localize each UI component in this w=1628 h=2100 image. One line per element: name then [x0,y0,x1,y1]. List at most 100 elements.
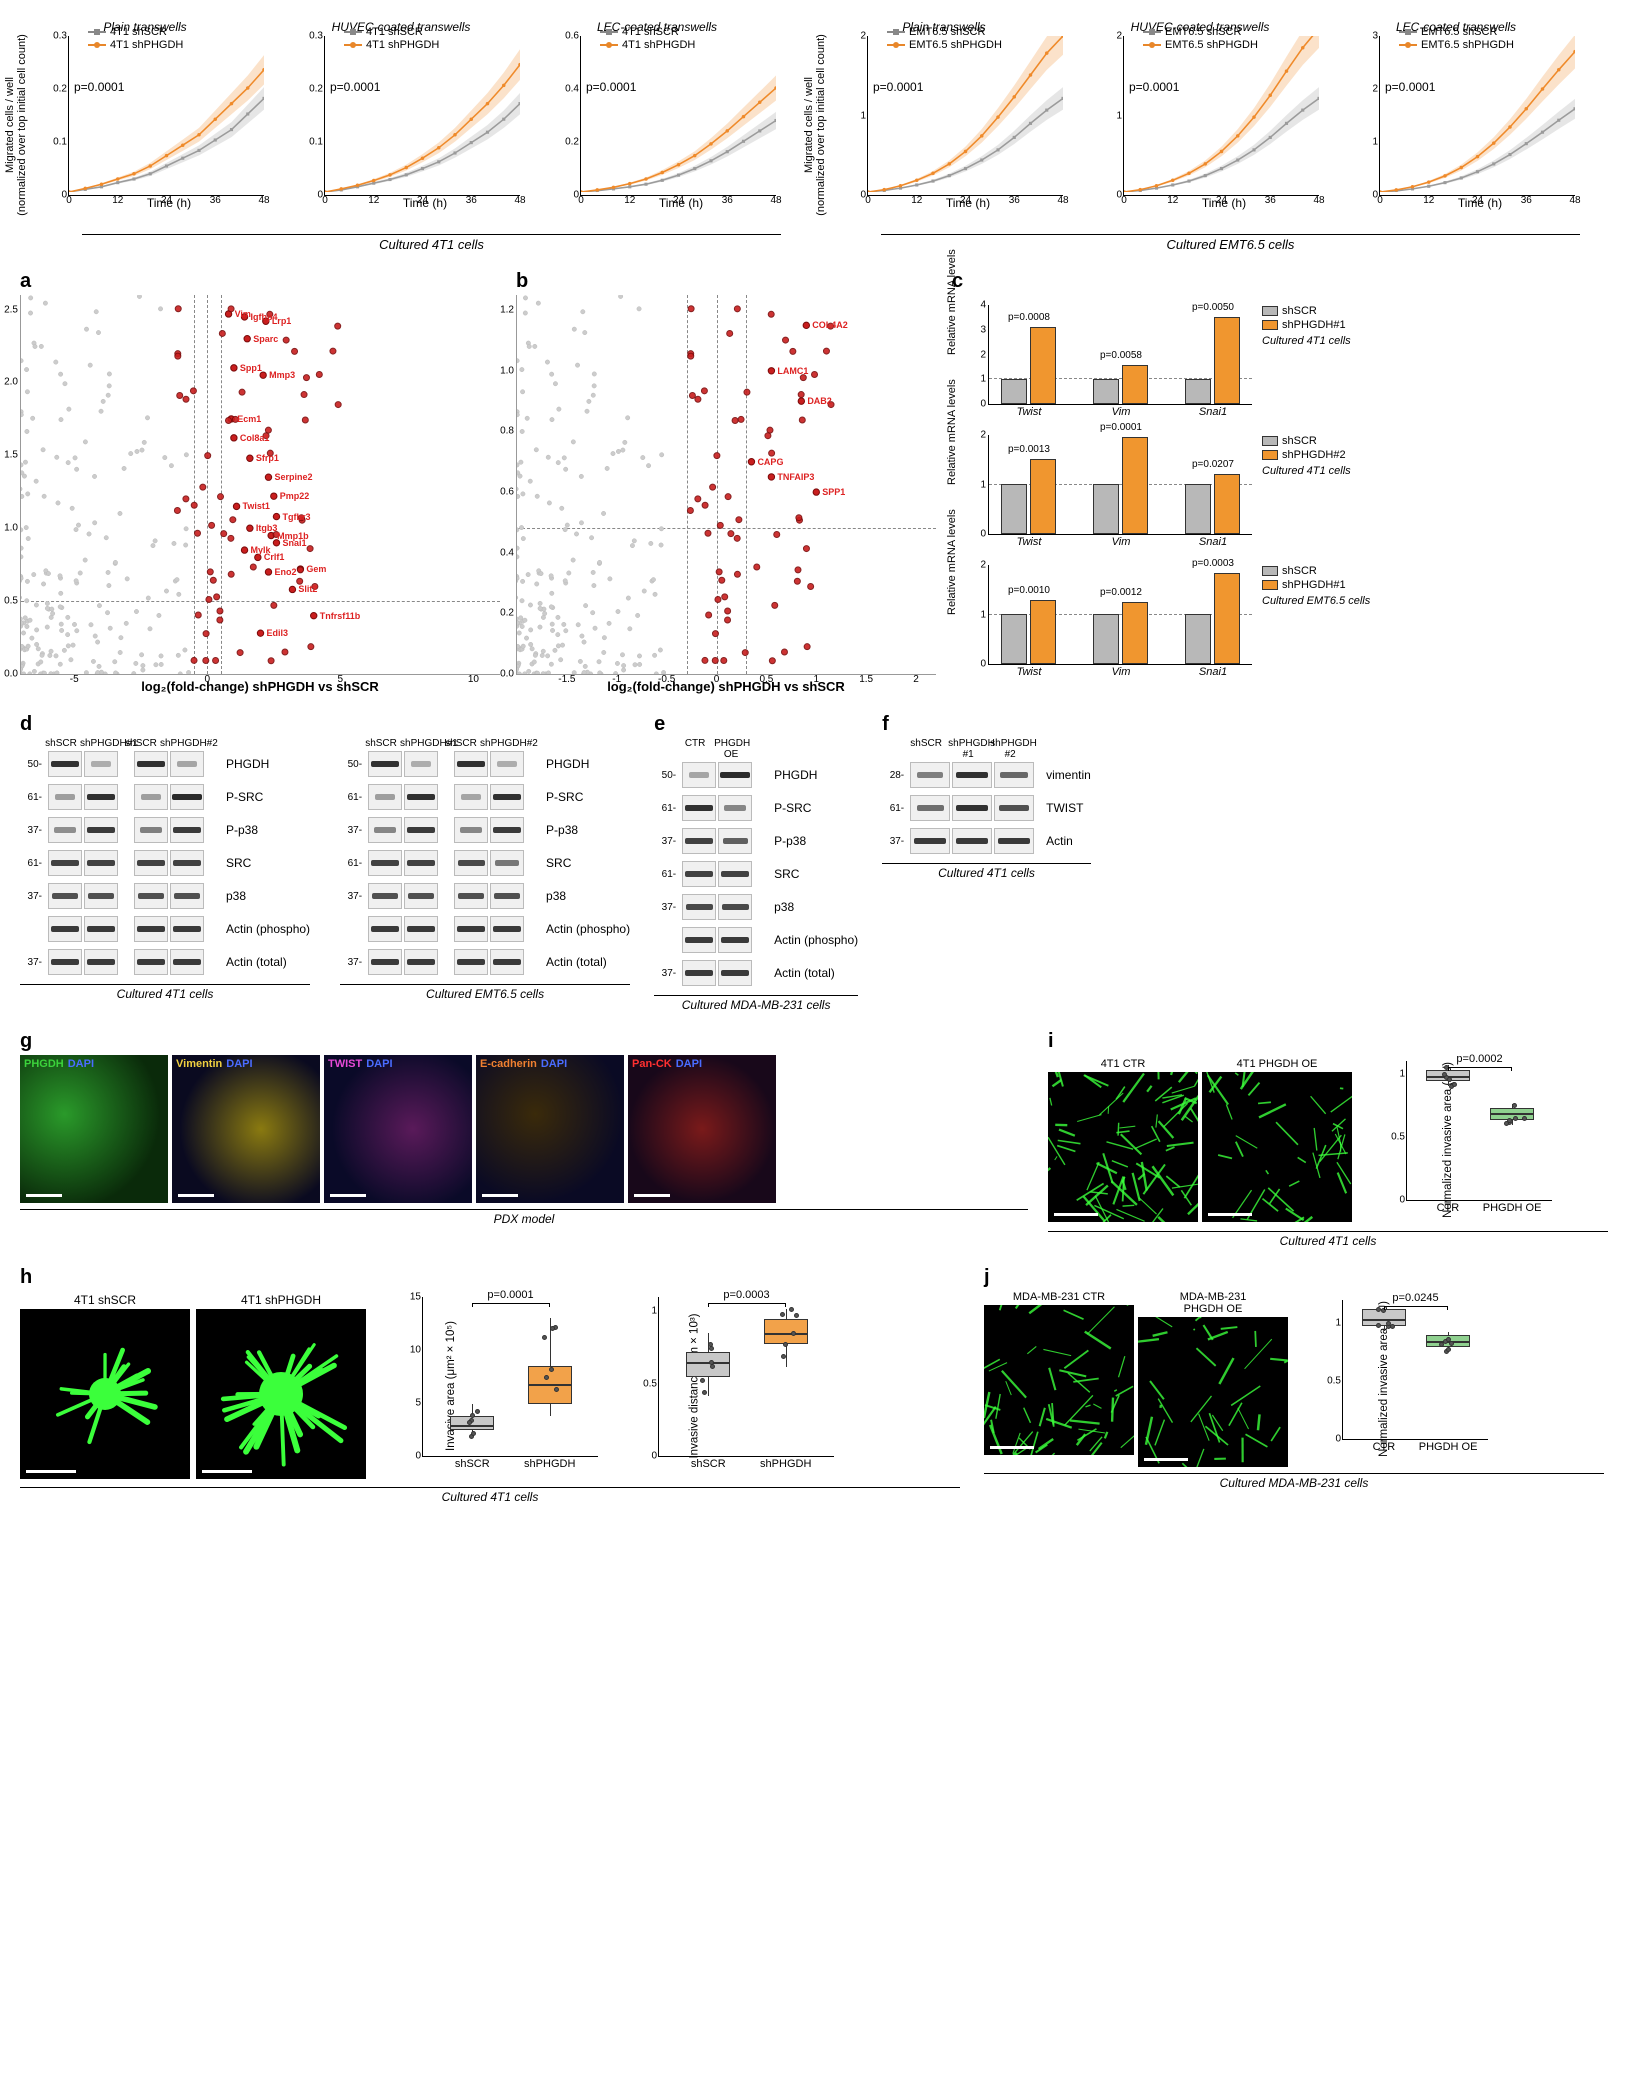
wb-lane [910,828,950,854]
panel-e: e CTRPHGDH OE50-PHGDH61-P-SRC37-P-p3861-… [654,713,858,1012]
image-label: 4T1 shSCR [20,1293,190,1307]
panel-a-label: a [20,270,500,293]
bar-kd [1122,437,1148,535]
wb-lane [952,762,992,788]
wb-lane [48,817,82,843]
scale-bar [1208,1213,1252,1216]
line-chart: LEC-coated transwells0123012243648EMT6.5… [1331,20,1581,230]
bar-scr [1093,379,1119,404]
line-chart-ylab: Migrated cells / well(normalized over to… [803,25,827,225]
wb-mw: 37- [654,902,676,913]
wb-lane [454,784,488,810]
wb-lane [490,883,524,909]
wb-lane-label: shSCR [906,738,946,760]
volcano-a: -505100.00.51.01.52.02.5VimIgfbp4Lrp1Spa… [20,295,500,675]
wb-protein-label: SRC [774,867,799,881]
wb-mw: 37- [340,891,362,902]
wb-mw: 50- [654,770,676,781]
row-def: d shSCRshPHGDH#1shSCRshPHGDH#250-PHGDH61… [20,713,1608,1012]
wb-lane [368,949,402,975]
gene-label: COL4A2 [812,320,848,330]
western: 50-PHGDH61-P-SRC37-P-p3861-SRC37-p38Acti… [654,760,858,1012]
wb-lane [134,850,168,876]
wb-lane [170,883,204,909]
scale-bar [26,1194,62,1197]
wb-lane [682,894,716,920]
wb-lane [48,784,82,810]
wb-lane [490,850,524,876]
bar-pval: p=0.0003 [1192,558,1234,569]
wb-protein-label: p38 [774,900,794,914]
wb-protein-label: Actin [1046,834,1073,848]
gene-label: Edil3 [267,628,289,638]
wb-lane [682,927,716,953]
bar-pval: p=0.0013 [1008,444,1050,455]
wb-lane [48,916,82,942]
wb-mw: 37- [882,836,904,847]
scale-bar [178,1194,214,1197]
wb-caption: Cultured 4T1 cells [20,984,310,1001]
scale-bar [1054,1213,1098,1216]
wb-lane [134,751,168,777]
gene-label: TNFAIP3 [777,472,814,482]
micrograph-label: TWISTDAPI [328,1058,393,1070]
bar-scr [1001,614,1027,664]
scale-bar [330,1194,366,1197]
panel-j-container: j MDA-MB-231 CTRMDA-MB-231 PHGDH OENorma… [984,1266,1604,1490]
wb-lane [134,817,168,843]
line-chart-pval: p=0.0001 [1385,80,1435,94]
gene-label: Eno2 [274,567,296,577]
wb-protein-label: SRC [546,856,571,870]
bar-kd [1214,317,1240,405]
wb-lane [170,751,204,777]
wb-lane [84,949,118,975]
box [528,1366,572,1403]
wb-lane [84,751,118,777]
panel-i-caption: Cultured 4T1 cells [1048,1231,1608,1248]
wb-lane [134,883,168,909]
panel-l-set: Plain transwells012012243648Migrated cel… [819,20,1608,252]
wb-protein-label: Actin (phospho) [226,922,310,936]
panel-h: h 4T1 shSCR4T1 shPHGDHInvasive area (μm²… [20,1266,960,1504]
line-chart-legend: 4T1 shSCR4T1 shPHGDH [344,26,439,51]
wb-lane [454,883,488,909]
panel-e-label: e [654,713,858,736]
gene-label: Col8a1 [240,433,270,443]
scale-bar [634,1194,670,1197]
line-chart: Plain transwells00.10.20.3012243648Migra… [20,20,270,230]
western: 50-PHGDH61-P-SRC37-P-p3861-SRC37-p38Acti… [340,749,630,1001]
wb-lane [404,751,438,777]
bar-legend: shSCRshPHGDH#1Cultured 4T1 cells [1262,305,1351,347]
box-xlabel: CTR [1437,1200,1460,1214]
wb-lane-label: shPHGDH #1 [948,738,988,760]
panel-c: c Relative mRNA levels01234Twistp=0.0008… [952,270,1608,695]
wb-mw: 61- [654,803,676,814]
wb-protein-label: P-SRC [226,790,263,804]
bar-legend: shSCRshPHGDH#2Cultured 4T1 cells [1262,435,1351,477]
bar-sub: Relative mRNA levels012Twistp=0.0010Vimp… [952,565,1608,695]
bar-kd [1030,327,1056,405]
panel-h-caption: Cultured 4T1 cells [20,1487,960,1504]
panel-i-container: i 4T1 CTR4T1 PHGDH OENormalized invasive… [1048,1030,1608,1248]
wb-lane-label: shPHGDH #2 [990,738,1030,760]
wb-protein-label: PHGDH [226,757,269,771]
bar-xlabel: Snai1 [1199,664,1227,678]
wb-lane [454,949,488,975]
wb-lane [84,916,118,942]
scale-bar [26,1470,76,1473]
bar-scr [1093,484,1119,534]
wb-lane-label: shSCR [444,738,478,749]
gene-label: Mmp3 [269,370,295,380]
panel-l: Plain transwells00.10.20.3012243648Migra… [20,20,1608,252]
line-chart-ylab: Migrated cells / well(normalized over to… [4,25,28,225]
line-chart-legend: EMT6.5 shSCREMT6.5 shPHGDH [1399,26,1514,51]
wb-protein-label: Actin (phospho) [546,922,630,936]
wb-lane [490,817,524,843]
western: 50-PHGDH61-P-SRC37-P-p3861-SRC37-p38Acti… [20,749,310,1001]
wb-lane [48,883,82,909]
micrograph: TWISTDAPI [324,1055,472,1203]
gene-label: Itgb3 [256,523,278,533]
wb-caption: Cultured 4T1 cells [882,863,1091,880]
panel-d-label: d [20,713,630,736]
gene-label: Crlf1 [264,552,285,562]
